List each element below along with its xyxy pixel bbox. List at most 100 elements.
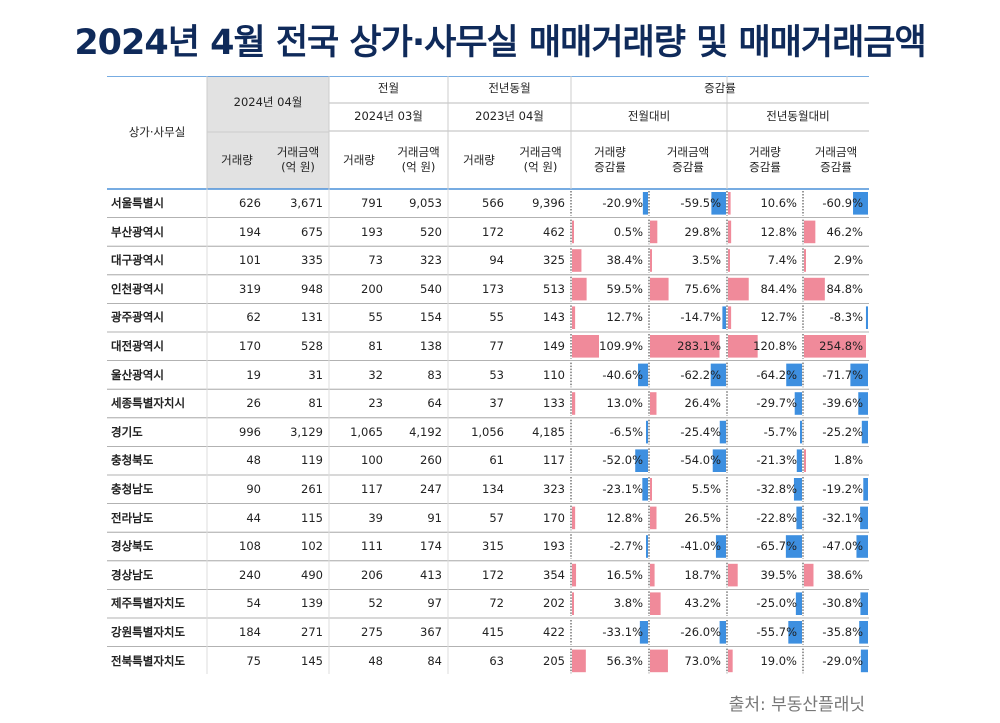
bar-positive	[804, 335, 866, 358]
header-region: 상가·사무실	[128, 125, 186, 139]
cell-a24_03: 9,053	[409, 196, 442, 210]
cell-a24_03: 154	[420, 310, 442, 325]
cell-a24_04: 145	[301, 653, 323, 668]
bar-negative	[639, 621, 648, 644]
cell-a24_03: 64	[427, 396, 442, 411]
cell-mom_v: 56.3%	[606, 653, 643, 668]
cell-mom_a: -14.7%	[680, 310, 721, 325]
header-vol-change-2: 증감률	[594, 160, 626, 174]
bar-positive	[728, 563, 738, 587]
cell-v24_03: 73	[368, 253, 383, 268]
bar-positive	[572, 563, 577, 587]
cell-v23_04: 134	[482, 482, 504, 496]
bar-positive	[804, 249, 806, 272]
bar-positive	[572, 506, 576, 530]
header-volume: 거래량	[221, 153, 253, 167]
region-label: 경기도	[111, 424, 143, 439]
cell-a24_04: 335	[301, 253, 323, 268]
bar-negative	[860, 649, 868, 673]
cell-a24_03: 520	[420, 224, 442, 239]
cell-yoy_v: 84.4%	[760, 281, 797, 296]
header-prev-month: 2024년 03월	[354, 109, 423, 123]
cell-mom_v: -6.5%	[609, 424, 643, 439]
cell-mom_a: 75.6%	[684, 281, 721, 296]
cell-mom_a: 26.4%	[684, 396, 721, 411]
cell-v24_04: 101	[239, 253, 261, 268]
cell-mom_v: -52.0%	[602, 453, 643, 468]
cell-yoy_v: -25.0%	[756, 596, 797, 611]
cell-mom_a: 73.0%	[684, 653, 721, 668]
cell-mom_v: -2.7%	[609, 539, 643, 554]
cell-v23_04: 77	[489, 339, 504, 353]
cell-yoy_a: 2.9%	[833, 253, 863, 268]
cell-a24_04: 81	[308, 396, 323, 411]
bar-negative	[861, 420, 868, 444]
bar-negative	[850, 363, 868, 387]
cell-a23_04: 323	[543, 482, 565, 496]
cell-mom_v: -20.9%	[602, 196, 643, 210]
cell-mom_a: -41.0%	[680, 539, 721, 554]
cell-a24_03: 540	[420, 281, 442, 296]
bar-negative	[856, 535, 868, 558]
region-label: 경상북도	[111, 539, 154, 554]
region-label: 대구광역시	[111, 253, 164, 268]
cell-a24_04: 139	[301, 596, 323, 611]
cell-a24_03: 367	[420, 625, 442, 639]
cell-v23_04: 94	[489, 253, 504, 268]
bar-positive	[728, 277, 749, 301]
bar-negative	[712, 449, 726, 472]
bar-negative	[859, 621, 868, 644]
cell-mom_v: -23.1%	[602, 482, 643, 496]
bar-positive	[728, 249, 730, 272]
cell-a24_04: 115	[301, 510, 323, 525]
cell-v23_04: 173	[482, 281, 504, 296]
bar-positive	[804, 563, 814, 587]
cell-v23_04: 53	[489, 367, 504, 382]
region-label: 전북특별자치도	[111, 653, 186, 668]
cell-v23_04: 61	[489, 453, 504, 468]
cell-yoy_v: 12.7%	[760, 310, 797, 325]
bar-negative	[711, 192, 726, 215]
bar-negative	[860, 592, 868, 615]
cell-v23_04: 415	[482, 625, 504, 639]
cell-yoy_v: -65.7%	[756, 539, 797, 554]
bar-negative	[865, 306, 868, 329]
bar-negative	[794, 392, 802, 415]
cell-yoy_v: -64.2%	[756, 367, 797, 382]
bar-positive	[650, 335, 720, 358]
cell-mom_v: 0.5%	[613, 224, 643, 239]
bar-positive	[650, 220, 658, 244]
cell-yoy_a: -71.7%	[822, 367, 863, 382]
bar-positive	[572, 249, 582, 272]
bar-negative	[642, 478, 648, 501]
header-vol-change: 거래량	[749, 145, 781, 159]
cell-a24_04: 490	[301, 567, 323, 582]
bar-positive	[650, 392, 657, 415]
cell-mom_a: 29.8%	[684, 224, 721, 239]
cell-v24_04: 26	[246, 396, 261, 411]
bar-positive	[804, 220, 816, 244]
bar-negative	[635, 449, 648, 472]
bar-negative	[642, 192, 648, 215]
cell-a24_03: 138	[420, 339, 442, 353]
cell-v24_03: 32	[368, 367, 383, 382]
bar-positive	[728, 220, 732, 244]
region-label: 충청남도	[111, 482, 154, 496]
cell-yoy_a: -29.0%	[822, 653, 863, 668]
cell-a24_04: 271	[301, 625, 323, 639]
bar-negative	[863, 478, 868, 501]
cell-mom_v: 38.4%	[606, 253, 643, 268]
cell-yoy_a: -60.9%	[822, 196, 863, 210]
cell-a24_03: 97	[427, 596, 442, 611]
cell-a24_04: 261	[301, 482, 323, 496]
cell-a23_04: 202	[543, 596, 565, 611]
cell-mom_a: 5.5%	[691, 482, 721, 496]
cell-v24_04: 75	[246, 653, 261, 668]
region-label: 대전광역시	[111, 339, 164, 353]
bar-positive	[650, 506, 657, 530]
cell-yoy_a: 46.2%	[826, 224, 863, 239]
header-volume: 거래량	[463, 153, 495, 167]
cell-yoy_v: -55.7%	[756, 625, 797, 639]
region-label: 광주광역시	[111, 310, 164, 325]
cell-v23_04: 566	[482, 196, 504, 210]
